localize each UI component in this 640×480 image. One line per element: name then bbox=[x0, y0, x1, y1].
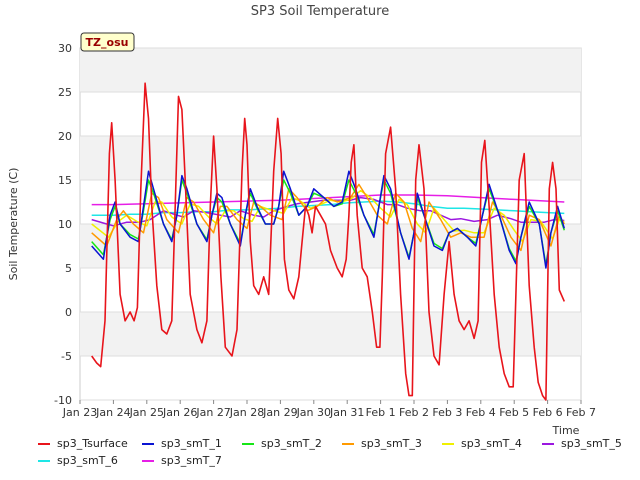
y-tick-label: 20 bbox=[58, 130, 72, 143]
x-tick-label: Feb 3 bbox=[432, 406, 462, 419]
legend-swatch bbox=[142, 443, 154, 445]
y-axis-label: Soil Temperature (C) bbox=[7, 168, 20, 281]
x-tick-label: Feb 7 bbox=[566, 406, 596, 419]
y-axis-ticks: -10 -5 0 5 10 15 20 25 30 bbox=[54, 42, 72, 407]
x-tick-label: Feb 1 bbox=[366, 406, 396, 419]
background-band bbox=[80, 136, 581, 180]
legend-swatch bbox=[442, 443, 454, 445]
y-tick-label: 15 bbox=[58, 174, 72, 187]
y-tick-label: 10 bbox=[58, 218, 72, 231]
legend-item-sp3_smT_2: sp3_smT_2 bbox=[242, 437, 322, 451]
legend-label: sp3_smT_1 bbox=[161, 437, 222, 450]
y-tick-label: 25 bbox=[58, 86, 72, 99]
x-tick-label: Jan 27 bbox=[195, 406, 230, 419]
x-tick-label: Feb 4 bbox=[466, 406, 496, 419]
legend-item-sp3_smT_7: sp3_smT_7 bbox=[142, 454, 222, 468]
series-lines bbox=[91, 82, 566, 401]
x-tick-label: Feb 5 bbox=[499, 406, 529, 419]
y-tick-label: -10 bbox=[54, 394, 72, 407]
x-tick-label: Feb 2 bbox=[399, 406, 429, 419]
series-line-sp3_smT_3 bbox=[91, 183, 565, 252]
x-tick-label: Jan 23 bbox=[62, 406, 97, 419]
x-tick-label: Jan 30 bbox=[296, 406, 331, 419]
gridlines bbox=[80, 47, 581, 401]
x-tick-label: Jan 25 bbox=[129, 406, 164, 419]
legend-item-sp3_smT_5: sp3_smT_5 bbox=[542, 437, 622, 451]
legend-label: sp3_Tsurface bbox=[57, 437, 128, 450]
series-line-sp3_Tsurface bbox=[91, 82, 566, 401]
legend-item-sp3_smT_6: sp3_smT_6 bbox=[38, 454, 118, 468]
legend-label: sp3_smT_6 bbox=[57, 454, 118, 467]
y-tick-label: 30 bbox=[58, 42, 72, 55]
y-tick-label: -5 bbox=[61, 350, 72, 363]
tz-badge-label: TZ_osu bbox=[86, 36, 129, 49]
legend-label: sp3_smT_5 bbox=[561, 437, 622, 450]
legend-item-sp3_Tsurface: sp3_Tsurface bbox=[38, 437, 128, 451]
legend-label: sp3_smT_3 bbox=[361, 437, 422, 450]
x-tick-label: Jan 26 bbox=[162, 406, 197, 419]
x-tick-label: Feb 6 bbox=[533, 406, 563, 419]
background-band bbox=[80, 48, 581, 92]
legend-item-sp3_smT_1: sp3_smT_1 bbox=[142, 437, 222, 451]
y-tick-label: 0 bbox=[65, 306, 72, 319]
legend-swatch bbox=[342, 443, 354, 445]
legend-label: sp3_smT_4 bbox=[461, 437, 522, 450]
chart-title: SP3 Soil Temperature bbox=[251, 4, 389, 19]
legend-swatch bbox=[142, 460, 154, 462]
legend-swatch bbox=[542, 443, 554, 445]
x-tick-label: Jan 29 bbox=[262, 406, 297, 419]
legend-item-sp3_smT_3: sp3_smT_3 bbox=[342, 437, 422, 451]
y-tick-label: 5 bbox=[65, 262, 72, 275]
background-bands bbox=[80, 48, 581, 356]
x-tick-label: Jan 24 bbox=[95, 406, 130, 419]
tz-badge: TZ_osu bbox=[80, 32, 135, 52]
legend-swatch bbox=[38, 443, 50, 445]
background-band bbox=[80, 224, 581, 268]
legend-swatch bbox=[38, 460, 50, 462]
x-tick-label: Jan 31 bbox=[329, 406, 364, 419]
legend-item-sp3_smT_4: sp3_smT_4 bbox=[442, 437, 522, 451]
legend-swatch bbox=[242, 443, 254, 445]
x-tick-label: Jan 28 bbox=[229, 406, 264, 419]
x-axis-label: Time bbox=[552, 424, 580, 437]
legend-label: sp3_smT_2 bbox=[261, 437, 322, 450]
series-line-sp3_smT_1 bbox=[91, 170, 566, 269]
legend-label: sp3_smT_7 bbox=[161, 454, 222, 467]
background-band bbox=[80, 312, 581, 356]
